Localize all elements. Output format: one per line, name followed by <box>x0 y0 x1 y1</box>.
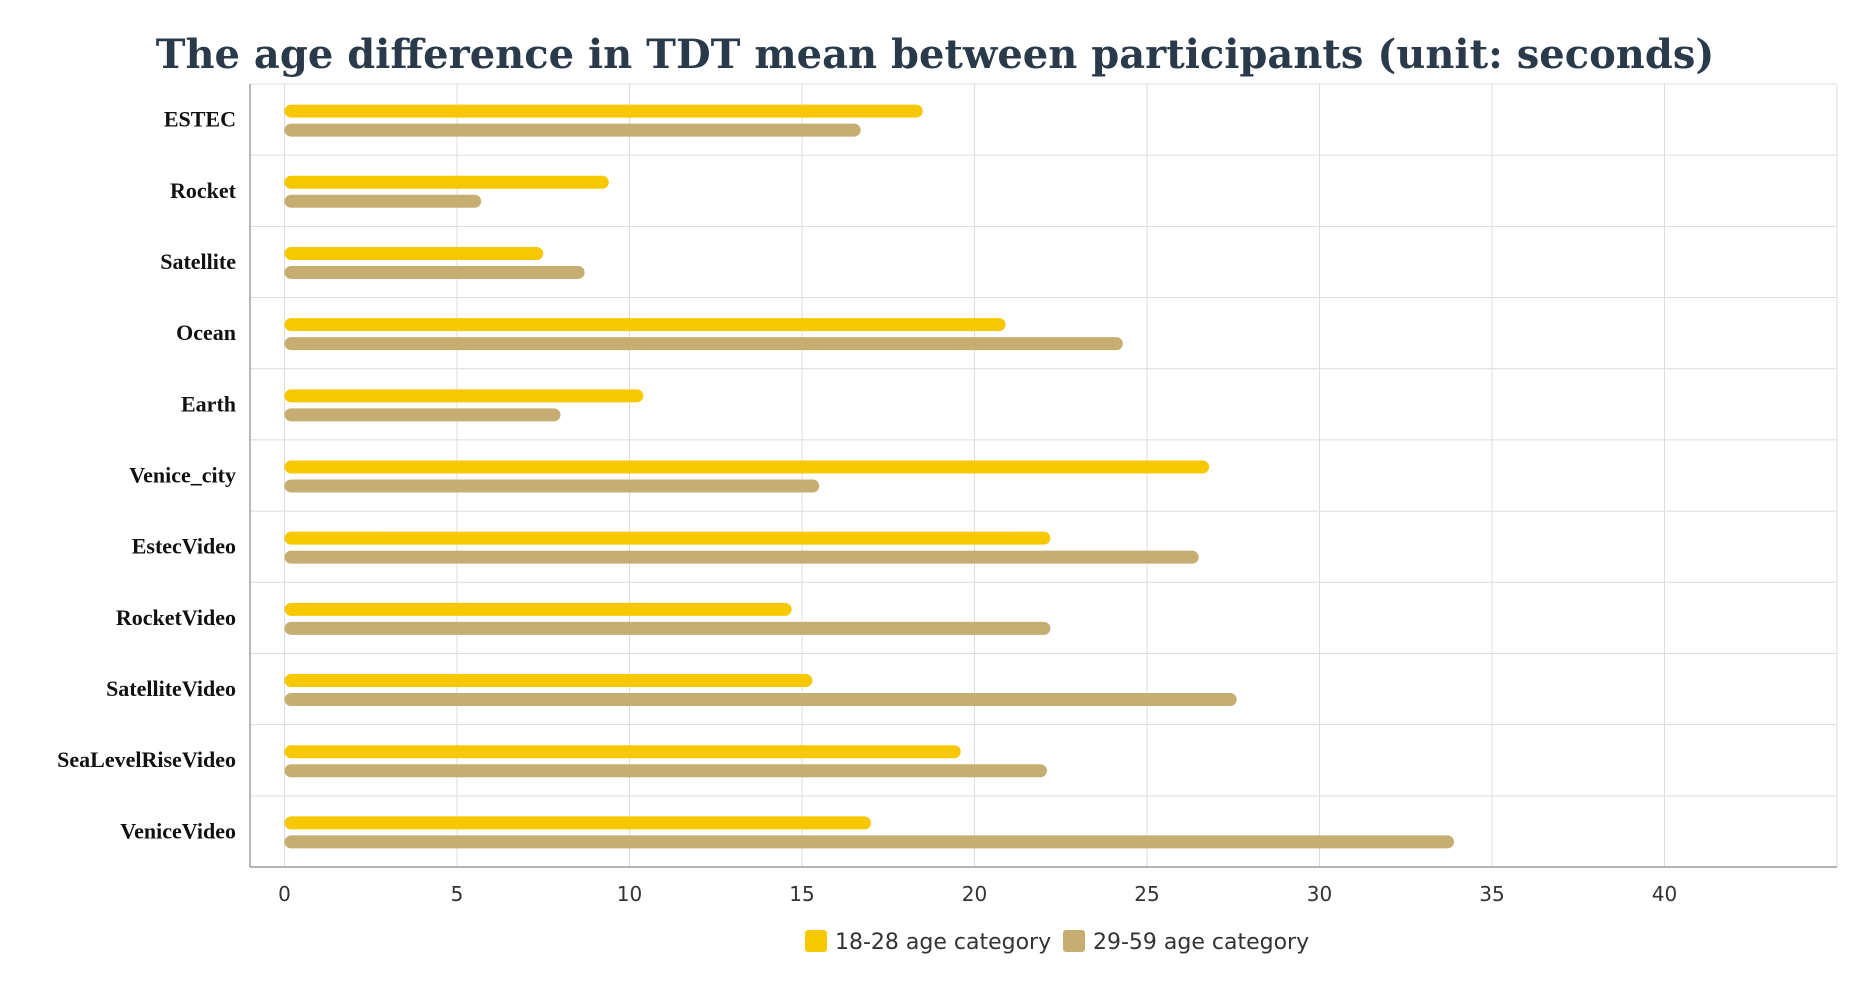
category-label: Earth <box>181 391 236 416</box>
bar-18-28 <box>284 674 813 688</box>
bar-29-59 <box>284 265 585 279</box>
category-label: Satellite <box>160 249 236 274</box>
x-tick-label: 30 <box>1307 882 1332 906</box>
bar-29-59 <box>284 123 861 137</box>
bar-29-59 <box>284 693 1237 707</box>
bar-18-28 <box>284 460 1210 474</box>
x-tick-label: 35 <box>1479 882 1504 906</box>
bar-29-59 <box>284 194 482 208</box>
category-label: Rocket <box>170 178 237 203</box>
x-tick-label: 15 <box>789 882 814 906</box>
x-tick-label: 25 <box>1134 882 1159 906</box>
category-label: ESTEC <box>164 107 236 132</box>
legend-swatch-29-59 <box>1063 930 1085 952</box>
bar-29-59 <box>284 550 1199 564</box>
bar-18-28 <box>284 816 871 830</box>
bar-29-59 <box>284 835 1455 849</box>
x-tick-label: 20 <box>962 882 987 906</box>
bar-18-28 <box>284 531 1051 545</box>
category-label: Venice_city <box>129 463 236 488</box>
x-axis-ticks: 0 5 10 15 20 25 30 35 40 <box>278 882 1677 906</box>
category-label: Ocean <box>176 320 236 345</box>
category-label: EstecVideo <box>132 534 236 559</box>
bar-29-59 <box>284 621 1051 635</box>
bar-29-59 <box>284 408 561 422</box>
x-tick-label: 5 <box>451 882 464 906</box>
bar-18-28 <box>284 389 644 403</box>
bar-29-59 <box>284 337 1123 351</box>
bar-18-28 <box>284 745 961 759</box>
category-labels: ESTEC Rocket Satellite Ocean Earth Venice_cit… <box>57 107 236 844</box>
x-tick-label: 10 <box>617 882 642 906</box>
bar-18-28 <box>284 104 923 118</box>
bar-29-59 <box>284 764 1047 778</box>
category-label: SeaLevelRiseVideo <box>57 747 236 772</box>
legend-swatch-18-28 <box>805 930 827 952</box>
x-tick-label: 0 <box>278 882 291 906</box>
bar-18-28 <box>284 602 792 616</box>
bars <box>284 104 1455 849</box>
legend-label-29-59: 29-59 age category <box>1093 930 1309 955</box>
category-label: SatelliteVideo <box>106 676 236 701</box>
axes <box>249 84 1837 868</box>
category-label: RocketVideo <box>116 605 236 630</box>
chart-title: The age difference in TDT mean between p… <box>156 31 1715 78</box>
bar-18-28 <box>284 318 1006 332</box>
x-tick-label: 40 <box>1652 882 1677 906</box>
bar-29-59 <box>284 479 820 493</box>
legend-label-18-28: 18-28 age category <box>835 930 1051 955</box>
bar-18-28 <box>284 175 609 189</box>
legend: 18-28 age category 29-59 age category <box>805 930 1309 955</box>
category-label: VeniceVideo <box>120 818 236 843</box>
bar-18-28 <box>284 246 544 260</box>
